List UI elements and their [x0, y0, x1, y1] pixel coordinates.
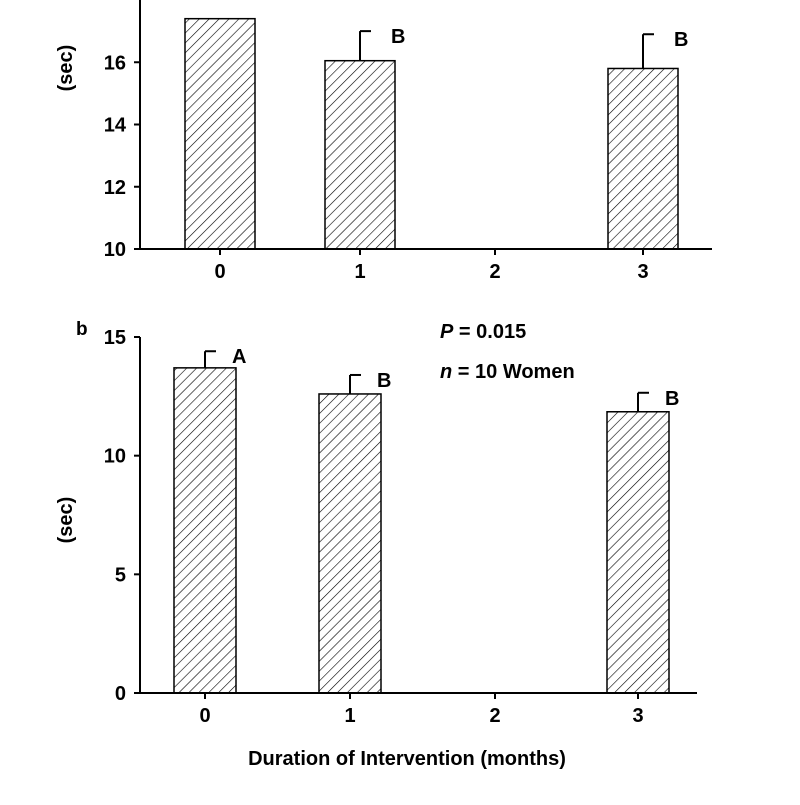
bar-3	[607, 67, 679, 250]
x-tick-label-1: 1	[344, 705, 355, 727]
bar-1	[324, 59, 396, 250]
bar-0	[173, 367, 237, 694]
x-tick-label-1: 1	[354, 261, 365, 283]
y-tick-label-10: 10	[104, 239, 126, 261]
x-tick-label-0: 0	[214, 261, 225, 283]
x-tick-label-0: 0	[199, 705, 210, 727]
bar-1	[318, 393, 382, 694]
annotation-text: = 10 Women	[452, 361, 574, 383]
y-axis-label: (sec)	[55, 497, 77, 544]
y-tick-label-16: 16	[104, 52, 126, 74]
y-axis-label: (sec)	[55, 45, 77, 92]
bar-3	[606, 411, 670, 694]
chart-panel-2: A B B 0 5 10 15 0 1 2 3 (sec) b Duration of Intervent…	[55, 319, 697, 770]
y-tick-label-12: 12	[104, 177, 126, 199]
significance-letter-3: B	[674, 29, 688, 51]
y-tick-label-10: 10	[104, 446, 126, 468]
bar-0	[184, 17, 256, 250]
x-tick-label-2: 2	[489, 261, 500, 283]
significance-letter-3: B	[665, 388, 679, 410]
x-tick-label-3: 3	[632, 705, 643, 727]
x-axis-label: Duration of Intervention (months)	[248, 748, 566, 770]
significance-letter-0: A	[232, 346, 246, 368]
significance-letter-1: B	[377, 370, 391, 392]
y-tick-label-14: 14	[104, 115, 127, 137]
annotation-symbol: P	[440, 321, 454, 343]
x-tick-label-3: 3	[637, 261, 648, 283]
y-tick-label-0: 0	[115, 683, 126, 705]
y-tick-label-5: 5	[115, 564, 126, 586]
annotation-2: n = 10 Women	[440, 361, 575, 383]
panel-label: b	[76, 319, 88, 340]
x-tick-label-2: 2	[489, 705, 500, 727]
annotation-symbol: n	[440, 361, 452, 383]
y-tick-label-15: 15	[104, 327, 126, 349]
significance-letter-1: B	[391, 26, 405, 48]
annotation-text: = 0.015	[453, 321, 526, 343]
annotation-1: P = 0.015	[440, 321, 526, 343]
